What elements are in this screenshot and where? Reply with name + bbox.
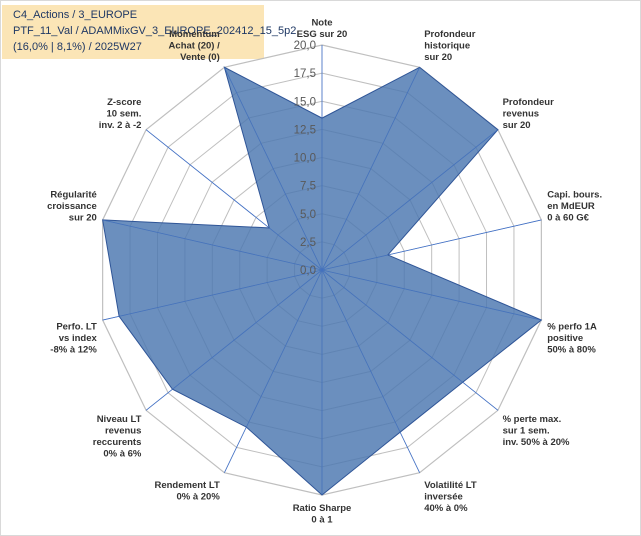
axis-label: % perte max. sur 1 sem. inv. 50% à 20% <box>503 414 570 448</box>
axis-label: Ratio Sharpe 0 à 1 <box>293 503 352 526</box>
axis-label-line: inv. 50% à 20% <box>503 437 570 448</box>
axis-spoke-overlay <box>102 269 323 321</box>
radial-tick-labels: 0,0 2,5 5,0 7,5 10,0 12,5 15,0 17,5 20,0 <box>294 40 316 277</box>
axis-label: Rendement LT 0% à 20% <box>154 480 220 503</box>
axis-spoke-overlay <box>321 67 420 271</box>
tick-label: 5,0 <box>300 209 316 221</box>
axis-label-line: 40% à 0% <box>424 503 468 514</box>
axis-label-line: inversée <box>424 492 463 503</box>
axis-label-line: Niveau LT <box>97 414 142 425</box>
tick-label: 10,0 <box>294 153 316 165</box>
axis-label: Note ESG sur 20 <box>297 18 348 41</box>
axis-label-line: Achat (20) / <box>169 40 221 51</box>
axis-label-line: reccurents <box>93 437 142 448</box>
axis-spoke-overlay <box>224 269 323 473</box>
axis-label-line: Capi. bours. <box>547 190 602 201</box>
axis-label: Perfo. LT vs index -8% à 12% <box>50 321 97 355</box>
axis-label-line: 0% à 6% <box>103 449 142 460</box>
axis-label: Niveau LT revenus reccurents 0% à 6% <box>93 414 142 460</box>
axis-spoke-overlay <box>145 269 323 411</box>
axis-label-line: Vente (0) <box>180 52 220 63</box>
axis-spoke-overlay <box>321 269 499 411</box>
tick-label: 17,5 <box>294 68 316 80</box>
axis-spoke-overlay <box>145 129 323 271</box>
axis-label-line: ESG sur 20 <box>297 29 348 40</box>
axis-label-line: en MdEUR <box>547 201 595 212</box>
axis-label-line: Momentum <box>169 29 220 40</box>
info-line-1: C4_Actions / 3_EUROPE <box>13 9 138 21</box>
axis-label-line: croissance <box>47 201 97 212</box>
axis-label-line: 0% à 20% <box>176 492 220 503</box>
axis-label-line: 0 à 60 G€ <box>547 213 589 224</box>
axis-label-line: 50% à 80% <box>547 344 596 355</box>
tick-label: 2,5 <box>300 237 316 249</box>
axis-label-line: revenus <box>503 108 539 119</box>
axis-label-line: Perfo. LT <box>56 321 97 332</box>
axis-label: Momentum Achat (20) / Vente (0) <box>169 29 221 63</box>
info-line-2: PTF_11_Val / ADAMMixGV_3_EUROPE_202412_1… <box>13 25 297 37</box>
axis-label-line: Note <box>311 18 332 29</box>
axis-label-line: inv. 2 à -2 <box>99 120 142 131</box>
axis-label-line: Profondeur <box>424 29 475 40</box>
axis-spoke-overlay <box>224 67 323 271</box>
tick-label: 12,5 <box>294 124 316 136</box>
tick-label: 7,5 <box>300 181 316 193</box>
axis-label-line: 10 sem. <box>107 108 142 119</box>
axis-label-line: Volatilité LT <box>424 480 477 491</box>
axis-label: Z-score 10 sem. inv. 2 à -2 <box>99 97 142 131</box>
tick-label: 20,0 <box>294 40 316 52</box>
axis-label-line: revenus <box>105 426 141 437</box>
axis-label-line: Régularité <box>50 190 96 201</box>
axis-label: Capi. bours. en MdEUR 0 à 60 G€ <box>547 190 602 224</box>
axis-label-line: sur 1 sem. <box>503 426 550 437</box>
axis-label-line: -8% à 12% <box>50 344 97 355</box>
info-box: C4_Actions / 3_EUROPE PTF_11_Val / ADAMM… <box>2 5 296 59</box>
axis-spoke-overlay <box>321 129 499 271</box>
axis-label: Profondeur historique sur 20 <box>424 29 475 63</box>
info-line-3: (16,0% | 8,1%) / 2025W27 <box>13 41 142 53</box>
axis-spoke-overlay <box>321 269 542 321</box>
axis-label-line: Z-score <box>107 97 141 108</box>
axis-label-line: sur 20 <box>424 52 452 63</box>
axis-label-line: 0 à 1 <box>311 515 333 526</box>
axis-label: Régularité croissance sur 20 <box>47 190 97 224</box>
axis-label: Profondeur revenus sur 20 <box>503 97 554 131</box>
axis-label-line: positive <box>547 333 583 344</box>
tick-label: 0,0 <box>300 265 316 277</box>
axis-label-line: Rendement LT <box>154 480 219 491</box>
axis-label-line: sur 20 <box>69 213 97 224</box>
axis-labels: Note ESG sur 20 Profondeur historique sur 20… <box>47 18 602 526</box>
axis-spoke-overlay <box>321 269 420 473</box>
axis-label: % perfo 1A positive 50% à 80% <box>547 321 597 355</box>
axis-label-line: vs index <box>59 333 98 344</box>
axis-label-line: % perte max. <box>503 414 562 425</box>
axis-label-line: historique <box>424 40 470 51</box>
axis-label-line: Ratio Sharpe <box>293 503 352 514</box>
tick-label: 15,0 <box>294 96 316 108</box>
axis-spoke-overlay <box>102 219 323 271</box>
radar-series <box>102 45 543 496</box>
axis-label-line: Profondeur <box>503 97 554 108</box>
axis-label-line: % perfo 1A <box>547 321 597 332</box>
axis-label-line: sur 20 <box>503 120 531 131</box>
axis-label: Volatilité LT inversée 40% à 0% <box>424 480 477 514</box>
axis-spoke-overlay <box>321 219 542 271</box>
